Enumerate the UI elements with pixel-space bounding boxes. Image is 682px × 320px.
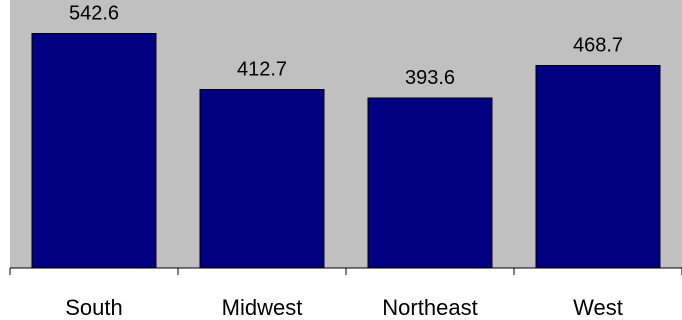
category-label-west: West (573, 295, 623, 320)
bar-west (535, 64, 661, 269)
category-labels-group: South Midwest Northeast West (65, 295, 623, 320)
bar-midwest (199, 89, 325, 269)
x-axis-ticks (9, 268, 682, 275)
bars-group (31, 32, 661, 269)
data-label-northeast: 393.6 (405, 67, 455, 89)
data-labels-group: 542.6 412.7 393.6 468.7 (69, 2, 623, 88)
category-label-northeast: Northeast (382, 295, 477, 320)
bar-south (31, 32, 157, 269)
category-label-south: South (65, 295, 123, 320)
data-label-midwest: 412.7 (237, 59, 287, 81)
data-label-south: 542.6 (69, 2, 119, 24)
bar-northeast (367, 97, 493, 269)
category-label-midwest: Midwest (222, 295, 303, 320)
data-label-west: 468.7 (573, 34, 623, 56)
